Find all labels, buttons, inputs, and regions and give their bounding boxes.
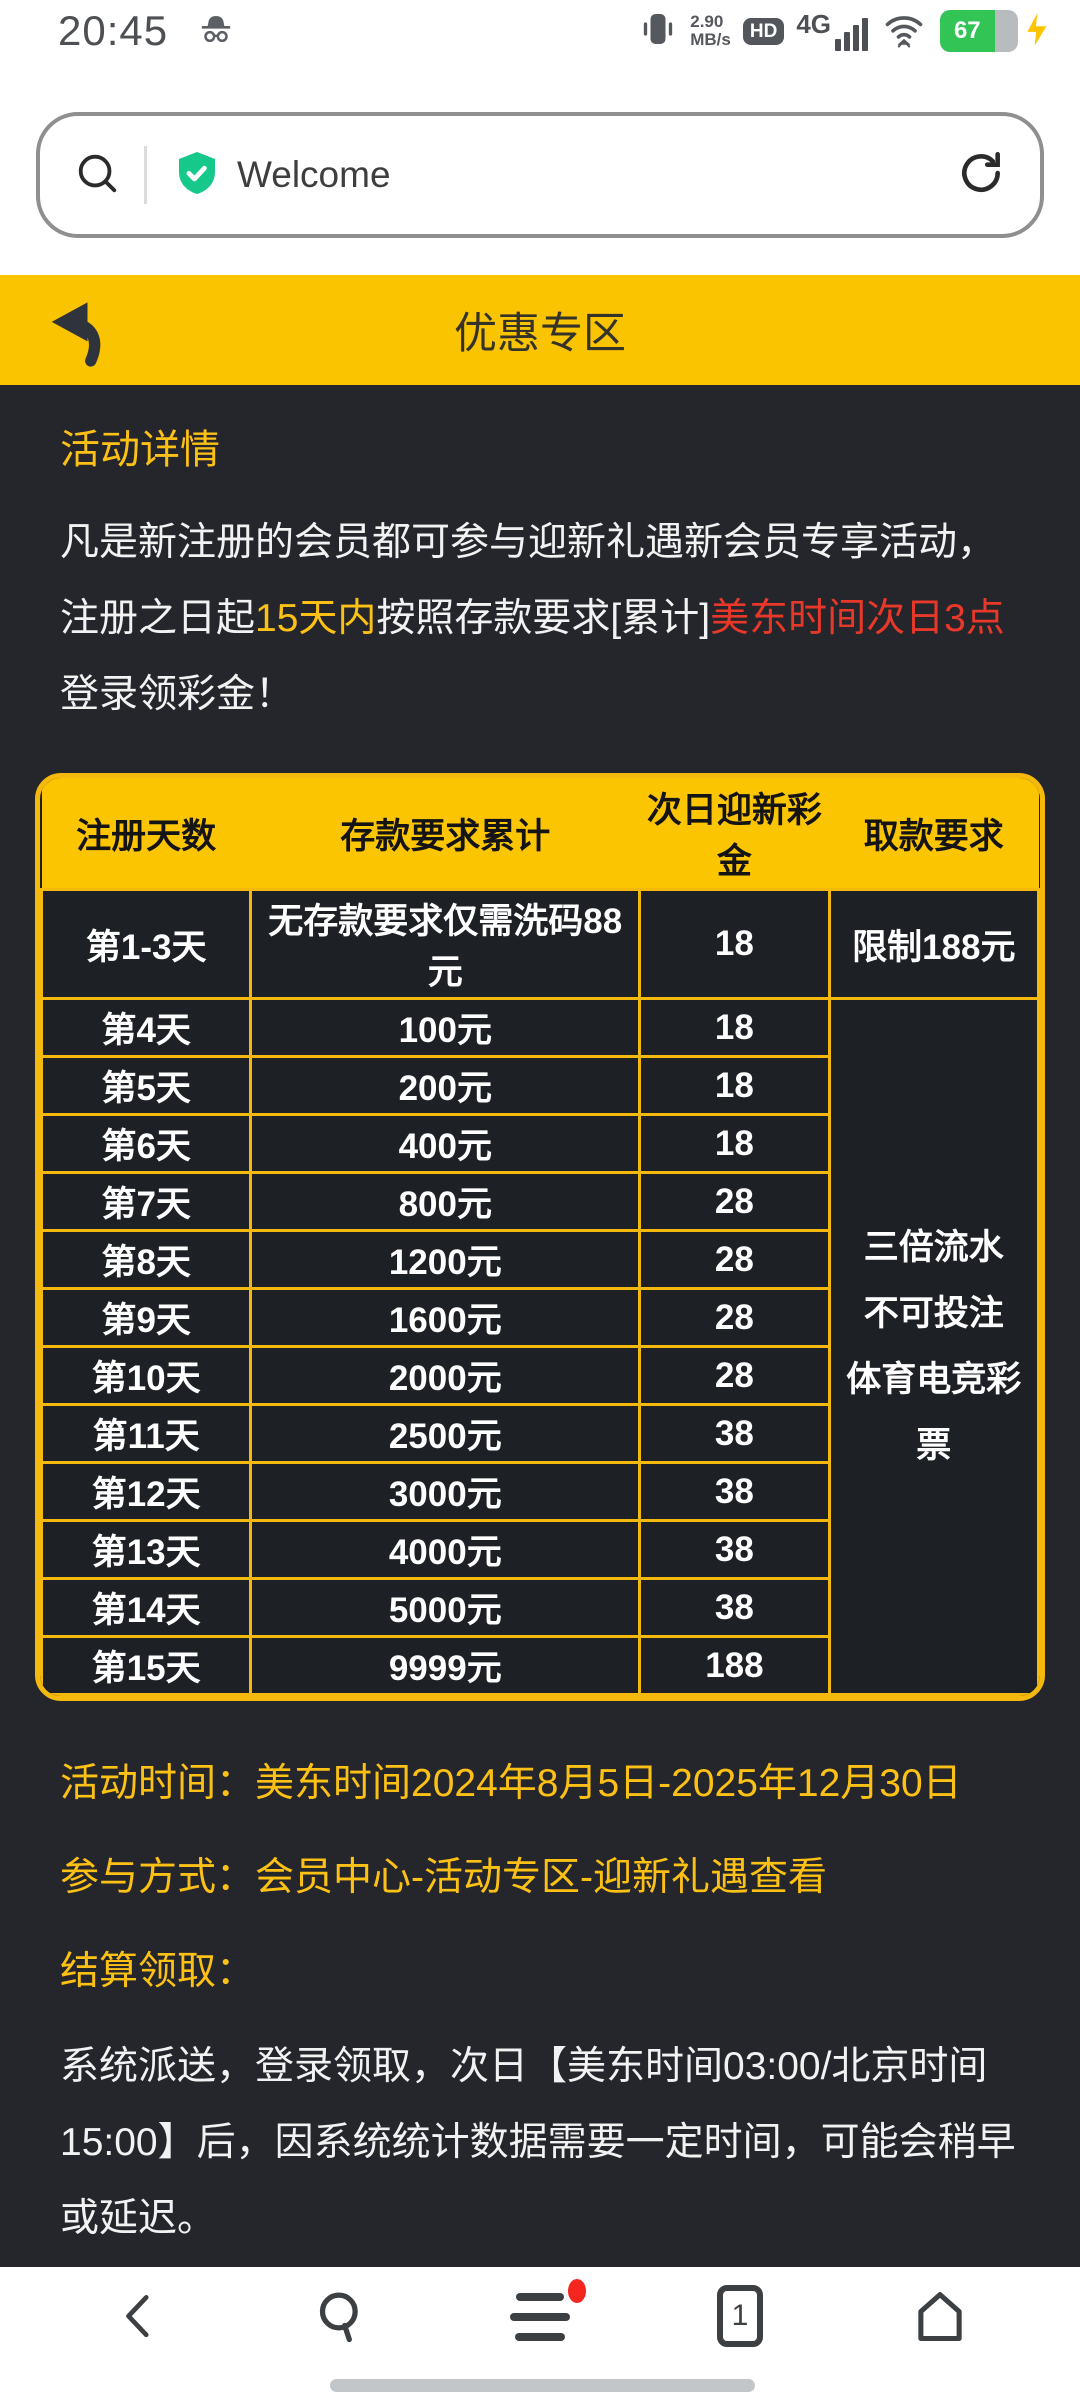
promo-table: 注册天数 存款要求累计 次日迎新彩金 取款要求 第1-3天 无存款要求仅需洗码88元 18…	[40, 778, 1040, 1696]
table-row: 第1-3天 无存款要求仅需洗码88元 18 限制188元	[40, 888, 1040, 1000]
table-header-row: 注册天数 存款要求累计 次日迎新彩金 取款要求	[41, 778, 1039, 890]
table-row: 第14天 5000元 38	[40, 1577, 1039, 1638]
withdraw-limit-cell: 限制188元	[827, 888, 1040, 1000]
promo-content: 活动详情 凡是新注册的会员都可参与迎新礼遇新会员专享活动，注册之日起15天内按照…	[0, 385, 1080, 2267]
shield-check-icon[interactable]	[173, 147, 221, 204]
section-title-activity-details: 活动详情	[60, 428, 220, 472]
table-row: 第6天 400元 18	[40, 1113, 1039, 1174]
table-row: 第4天 100元 18 三倍流水 不可投注 体育电竞彩票	[40, 997, 1040, 1696]
back-chevron-icon[interactable]	[80, 2285, 200, 2343]
table-row: 第13天 4000元 38	[40, 1519, 1039, 1580]
address-bar[interactable]: Welcome	[36, 112, 1044, 238]
notification-dot	[568, 2279, 586, 2303]
tabs-icon[interactable]: 1	[680, 2285, 800, 2347]
table-row: 第12天 3000元 38	[40, 1461, 1039, 1522]
join-method-line: 参与方式：会员中心-活动专区-迎新礼遇查看	[60, 1856, 827, 1899]
back-arrow-icon[interactable]	[42, 289, 120, 376]
menu-icon[interactable]	[480, 2279, 600, 2341]
intro-paragraph: 凡是新注册的会员都可参与迎新礼遇新会员专享活动，注册之日起15天内按照存款要求[…	[60, 521, 1005, 716]
divider	[144, 146, 147, 204]
vibrate-icon	[638, 7, 678, 56]
table-row: 第11天 2500元 38	[40, 1403, 1039, 1464]
network-speed: 2.90 MB/s	[690, 12, 731, 49]
search-icon[interactable]	[74, 150, 120, 201]
settlement-title: 结算领取：	[60, 1950, 256, 1993]
table-row: 第8天 1200元 28	[40, 1229, 1039, 1290]
search-icon[interactable]	[280, 2285, 400, 2345]
tab-count: 1	[717, 2285, 763, 2347]
page-header: 优惠专区	[0, 275, 1080, 385]
table-row: 第7天 800元 28	[40, 1171, 1039, 1232]
settlement-paragraph: 系统派送，登录领取，次日【美东时间03:00/北京时间15:00】后，因系统统计…	[60, 2045, 1016, 2240]
browser-toolbar: Welcome	[0, 62, 1080, 275]
battery-icon: 67	[940, 6, 1052, 57]
table-row: 第5天 200元 18	[40, 1055, 1039, 1116]
table-row: 第10天 2000元 28	[40, 1345, 1039, 1406]
withdraw-note-cell: 三倍流水 不可投注 体育电竞彩票	[827, 997, 1040, 1696]
browser-bottom-nav: 1	[0, 2267, 1080, 2400]
signal-icon: 4G	[796, 11, 868, 51]
table-row: 第15天 9999元 188	[40, 1635, 1039, 1696]
charging-bolt-icon	[1022, 6, 1052, 57]
site-label: Welcome	[237, 154, 391, 195]
promo-table-wrapper: 注册天数 存款要求累计 次日迎新彩金 取款要求 第1-3天 无存款要求仅需洗码88元 18…	[35, 773, 1045, 1701]
table-row: 第9天 1600元 28	[40, 1287, 1039, 1348]
home-icon[interactable]	[880, 2285, 1000, 2347]
refresh-icon[interactable]	[956, 148, 1006, 203]
gesture-handle[interactable]	[330, 2379, 755, 2392]
status-bar: 20:45 2.90 MB/s HD 4G	[0, 0, 1080, 62]
activity-time-line: 活动时间：美东时间2024年8月5日-2025年12月30日	[60, 1762, 962, 1805]
page-title: 优惠专区	[454, 310, 626, 358]
incognito-icon	[194, 11, 238, 51]
wifi-icon	[880, 7, 928, 56]
hd-icon: HD	[742, 17, 785, 45]
clock: 20:45	[58, 7, 169, 54]
